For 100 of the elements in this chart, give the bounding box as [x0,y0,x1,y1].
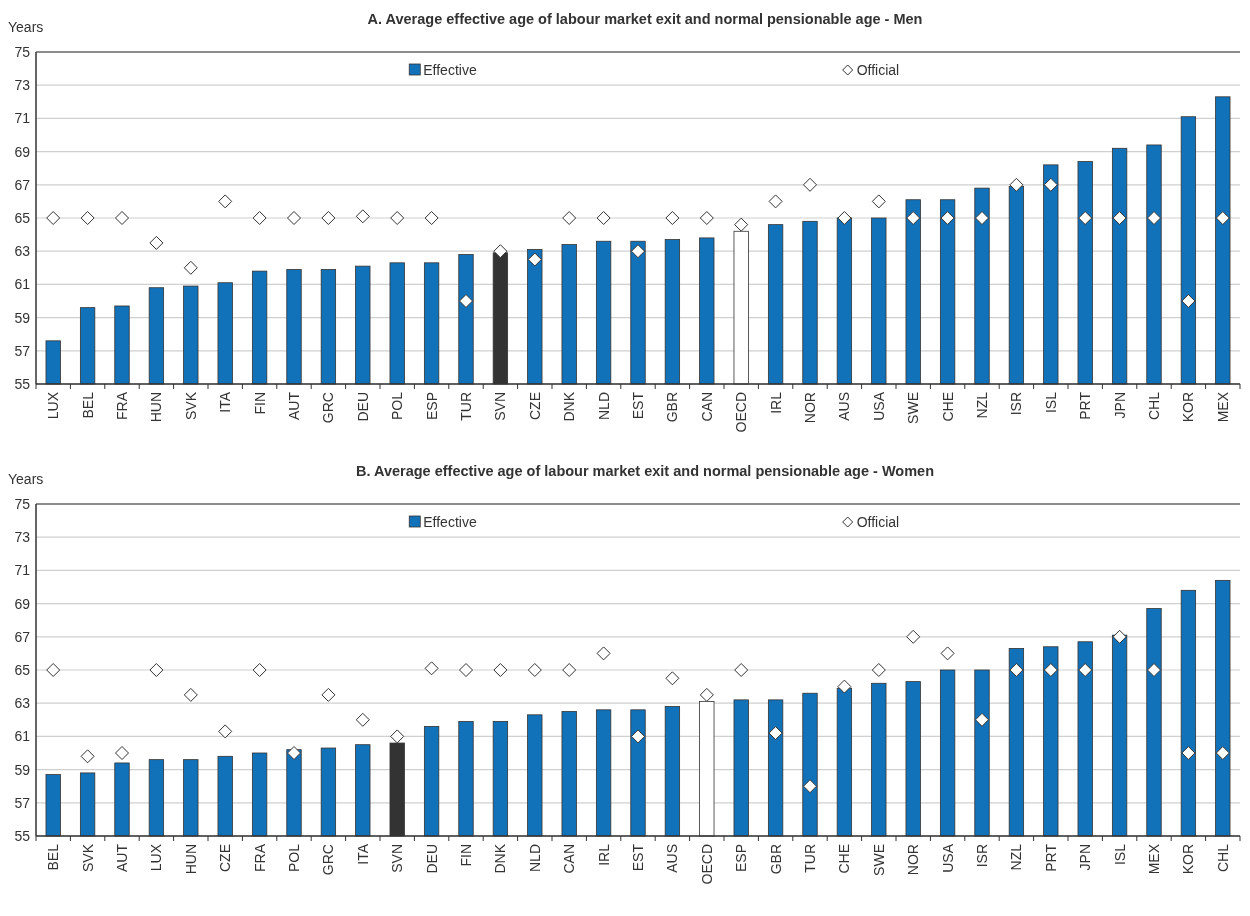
x-tick-label: CHE [939,392,956,422]
x-tick-label: KOR [1180,844,1197,875]
x-tick-label: CZE [526,392,543,420]
x-tick-label: DNK [561,391,578,422]
y-tick-label: 63 [14,695,31,712]
point [768,726,783,741]
x-tick-label: ESP [733,844,750,873]
point [1009,177,1024,192]
point [975,211,989,225]
x-tick-label: HUN [182,844,199,875]
x-tick-label: LUX [45,391,62,420]
point [390,211,405,225]
x-tick-label: FIN [251,392,268,415]
x-tick-label: JPN [1077,844,1094,871]
x-tick-label: SWE [905,392,922,424]
point [252,211,267,225]
point [424,211,439,225]
chart-title: B. Average effective age of labour market exit and normal pensionable age - Women [355,463,935,479]
point [1181,746,1196,760]
x-tick-label: NLD [595,392,612,421]
y-tick-label: 75 [14,495,31,512]
x-tick-label: KOR [1180,392,1197,423]
x-tick-label: FRA [251,843,268,872]
x-tick-label: DEU [423,844,440,874]
x-tick-label: GRC [320,392,337,424]
point [115,211,129,225]
x-tick-label: HUN [148,392,165,423]
point [562,211,577,225]
x-tick-label: NOR [905,844,922,876]
point [287,746,301,760]
point [1147,211,1161,225]
point [837,679,852,694]
point [1009,663,1024,677]
y-tick-label: 59 [14,309,31,326]
x-tick-label: ISR [1008,392,1025,416]
point [1112,629,1127,644]
x-tick-label: USA [939,843,956,873]
point [803,177,817,192]
point [1078,211,1093,225]
x-tick-label: AUT [113,843,130,872]
x-tick-label: ITA [354,843,371,865]
point [424,661,439,676]
x-tick-label: IRL [595,843,612,866]
point [1112,211,1127,225]
x-tick-label: CHE [836,844,853,874]
x-tick-label: ISL [1042,391,1059,414]
x-tick-label: CZE [217,844,234,872]
x-tick-label: AUS [664,844,681,873]
point [527,663,542,677]
point [1043,663,1058,677]
x-tick-label: TUR [801,844,818,873]
x-tick-label: SVK [79,843,96,873]
y-tick-label: 67 [14,176,31,193]
point [149,663,164,677]
point [940,211,955,225]
x-tick-label: SVK [182,391,199,421]
legend-label: Effective [423,61,477,78]
point [699,211,714,225]
point [493,244,508,259]
y-tick-label: 61 [14,728,31,745]
x-tick-label: PRT [1042,843,1059,872]
y-tick-label: 69 [14,143,31,160]
point [734,663,749,677]
y-tick-label: 57 [14,342,31,359]
y-tick-label: 57 [14,794,31,811]
y-tick-label: 55 [14,827,31,844]
point [1181,294,1196,308]
y-tick-label: 71 [14,562,31,579]
x-tick-label: AUS [836,392,853,421]
point [837,211,852,225]
y-tick-label: 65 [14,209,31,226]
y-tick-label: 65 [14,661,31,678]
x-tick-label: USA [870,391,887,421]
x-tick-label: JPN [1111,392,1128,419]
point [906,211,921,225]
y-tick-label: 71 [14,110,31,127]
x-tick-label: POL [389,391,406,421]
x-tick-label: DNK [492,843,509,874]
x-tick-label: NLD [526,844,543,873]
x-tick-label: SVN [492,392,509,421]
x-tick-label: OECD [698,844,715,885]
point [459,294,473,308]
x-tick-label: BEL [45,843,62,871]
point [287,211,301,225]
legend-label: Effective [423,513,477,530]
point [321,211,336,225]
point [252,663,267,677]
x-tick-label: GBR [664,392,681,423]
point [1215,211,1230,225]
point [562,663,577,677]
y-tick-label: 63 [14,243,31,260]
point [493,663,508,677]
x-tick-label: OECD [733,392,750,433]
y-tick-label: 61 [14,276,31,293]
x-tick-label: NOR [801,392,818,424]
x-tick-label: CAN [698,392,715,422]
point [527,252,542,267]
point [803,779,817,794]
y-tick-label: 69 [14,595,31,612]
x-tick-label: BEL [79,391,96,419]
